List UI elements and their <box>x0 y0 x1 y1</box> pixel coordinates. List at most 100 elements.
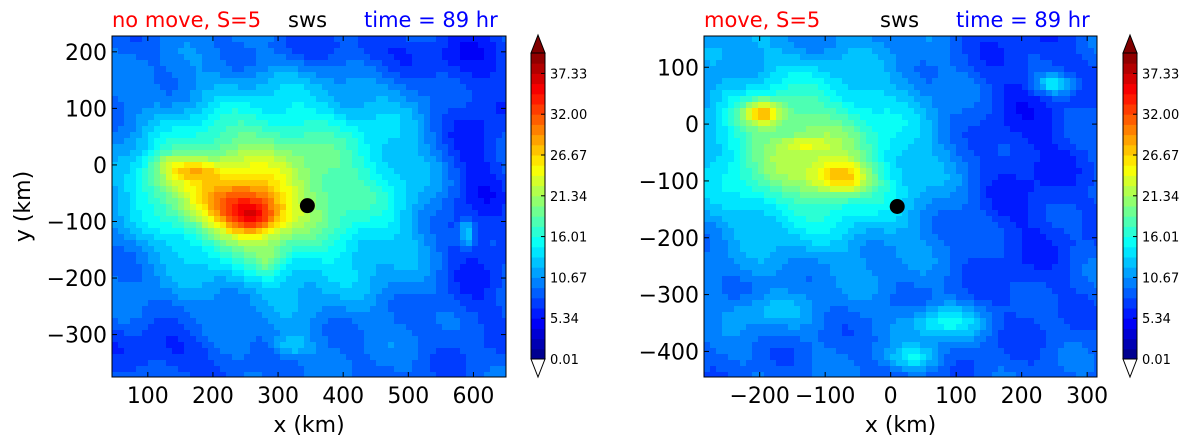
contour-cell <box>370 114 377 121</box>
contour-cell <box>424 270 431 277</box>
contour-cell <box>160 210 167 217</box>
contour-cell <box>148 222 155 229</box>
contour-cell <box>250 180 257 187</box>
contour-cell <box>136 342 143 349</box>
contour-cell <box>160 330 167 337</box>
contour-cell <box>202 54 209 61</box>
contour-cell <box>172 120 179 127</box>
contour-cell <box>430 234 437 241</box>
contour-cell <box>256 210 263 217</box>
contour-cell <box>1022 84 1029 91</box>
contour-cell <box>262 270 269 277</box>
contour-cell <box>262 114 269 121</box>
contour-cell <box>226 192 233 199</box>
contour-cell <box>478 174 485 181</box>
contour-cell <box>250 342 257 349</box>
contour-cell <box>962 102 969 109</box>
contour-cell <box>896 36 903 43</box>
contour-cell <box>418 42 425 49</box>
contour-cell <box>1010 132 1017 139</box>
contour-cell <box>1058 102 1065 109</box>
contour-cell <box>124 126 131 133</box>
contour-cell <box>496 162 503 169</box>
contour-cell <box>382 126 389 133</box>
contour-cell <box>358 144 365 151</box>
contour-cell <box>214 66 221 73</box>
contour-cell <box>758 138 765 145</box>
contour-cell <box>214 264 221 271</box>
contour-cell <box>172 372 179 377</box>
contour-cell <box>262 276 269 283</box>
contour-cell <box>310 108 317 115</box>
contour-cell <box>490 216 497 223</box>
contour-cell <box>292 216 299 223</box>
contour-cell <box>400 180 407 187</box>
contour-cell <box>166 186 173 193</box>
contour-cell <box>448 42 455 49</box>
contour-cell <box>872 108 879 115</box>
contour-cell <box>962 84 969 91</box>
contour-cell <box>1016 96 1023 103</box>
contour-cell <box>364 318 371 325</box>
contour-cell <box>370 126 377 133</box>
contour-cell <box>728 102 735 109</box>
contour-cell <box>142 90 149 97</box>
contour-cell <box>292 90 299 97</box>
contour-cell <box>430 228 437 235</box>
contour-cell <box>172 270 179 277</box>
contour-cell <box>388 150 395 157</box>
contour-cell <box>214 360 221 367</box>
contour-cell <box>202 108 209 115</box>
contour-cell <box>932 48 939 55</box>
contour-cell <box>286 288 293 295</box>
colorbar-segment <box>531 155 545 166</box>
contour-cell <box>136 366 143 373</box>
contour-cell <box>1070 60 1077 67</box>
contour-cell <box>274 132 281 139</box>
contour-cell <box>352 138 359 145</box>
contour-cell <box>472 276 479 283</box>
contour-cell <box>472 216 479 223</box>
contour-cell <box>292 276 299 283</box>
contour-cell <box>758 48 765 55</box>
contour-cell <box>448 288 455 295</box>
contour-cell <box>142 312 149 319</box>
contour-cell <box>256 42 263 49</box>
contour-cell <box>214 192 221 199</box>
contour-cell <box>286 240 293 247</box>
contour-cell <box>256 258 263 265</box>
contour-cell <box>190 96 197 103</box>
contour-cell <box>484 228 491 235</box>
colorbar-extend-min <box>530 358 546 379</box>
contour-cell <box>782 60 789 67</box>
contour-cell <box>370 60 377 67</box>
contour-cell <box>896 120 903 127</box>
contour-cell <box>112 120 119 127</box>
contour-cell <box>274 348 281 355</box>
contour-cell <box>800 48 807 55</box>
contour-cell <box>926 108 933 115</box>
contour-cell <box>178 42 185 49</box>
contour-cell <box>1022 48 1029 55</box>
contour-cell <box>716 54 723 61</box>
contour-cell <box>764 72 771 79</box>
contour-cell <box>818 42 825 49</box>
contour-cell <box>424 324 431 331</box>
contour-cell <box>478 216 485 223</box>
contour-cell <box>370 252 377 259</box>
contour-cell <box>346 234 353 241</box>
contour-cell <box>484 312 491 319</box>
contour-cell <box>424 360 431 367</box>
contour-cell <box>382 78 389 85</box>
contour-cell <box>166 162 173 169</box>
contour-cell <box>316 156 323 163</box>
contour-cell <box>466 228 473 235</box>
contour-cell <box>118 258 125 265</box>
contour-cell <box>172 366 179 373</box>
colorbar-segment <box>531 246 545 258</box>
contour-cell <box>460 36 467 43</box>
contour-cell <box>250 264 257 271</box>
contour-cell <box>256 114 263 121</box>
contour-cell <box>704 96 711 103</box>
contour-cell <box>346 246 353 253</box>
